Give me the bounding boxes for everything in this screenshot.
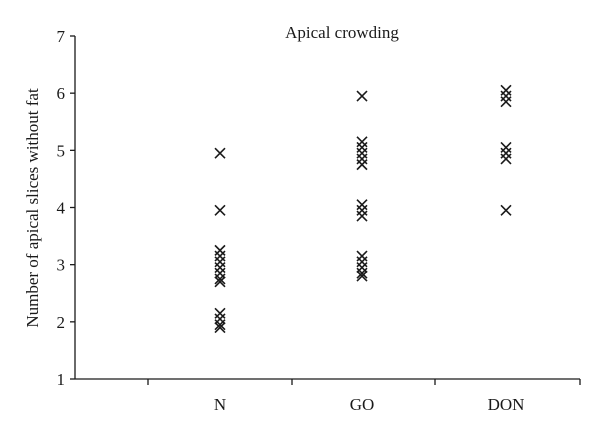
data-point-x-marker [356,204,368,216]
data-point-x-marker [214,267,226,279]
data-point-x-marker [356,90,368,102]
data-point-x-marker [356,159,368,171]
y-tick-label: 7 [57,27,66,46]
data-point-x-marker [356,199,368,211]
x-axis-ticks: N GO DON [147,379,581,414]
x-tick-label: DON [488,395,525,414]
data-point-x-marker [356,267,368,279]
data-point-x-marker [214,313,226,325]
data-point-x-marker [214,276,226,288]
data-point-x-marker [500,204,512,216]
data-points [214,84,512,334]
x-tick-label: N [214,395,226,414]
data-point-x-marker [500,147,512,159]
chart-title: Apical crowding [285,23,399,42]
y-tick-label: 6 [57,84,66,103]
data-point-x-marker [214,261,226,274]
data-point-x-marker [356,261,368,274]
data-point-x-marker [214,319,226,331]
data-point-x-marker [214,250,226,262]
data-point-x-marker [500,96,512,108]
data-point-x-marker [356,256,368,268]
data-point-x-marker [356,147,368,159]
data-point-x-marker [214,321,226,334]
data-point-x-marker [214,244,226,256]
y-tick-label: 2 [57,313,66,332]
data-point-x-marker [500,84,512,96]
y-tick-label: 3 [57,256,66,275]
data-point-x-marker [500,141,512,154]
data-point-x-marker [214,307,226,319]
data-point-x-marker [214,256,226,268]
y-tick-label: 4 [57,199,66,218]
y-tick-label: 5 [57,141,66,160]
y-tick-label: 1 [57,370,66,389]
data-point-x-marker [214,273,226,285]
data-point-x-marker [356,210,368,222]
data-point-x-marker [356,141,368,154]
data-point-x-marker [214,204,226,216]
data-point-x-marker [356,250,368,262]
data-point-x-marker [356,153,368,165]
y-axis-ticks: 1 2 3 4 5 6 7 [57,27,75,389]
data-point-x-marker [356,270,368,282]
y-axis-label: Number of apical slices without fat [23,88,42,328]
data-point-x-marker [214,147,226,159]
x-tick-label: GO [350,395,375,414]
data-point-x-marker [500,153,512,165]
data-point-x-marker [500,90,512,102]
data-point-x-marker [356,136,368,148]
